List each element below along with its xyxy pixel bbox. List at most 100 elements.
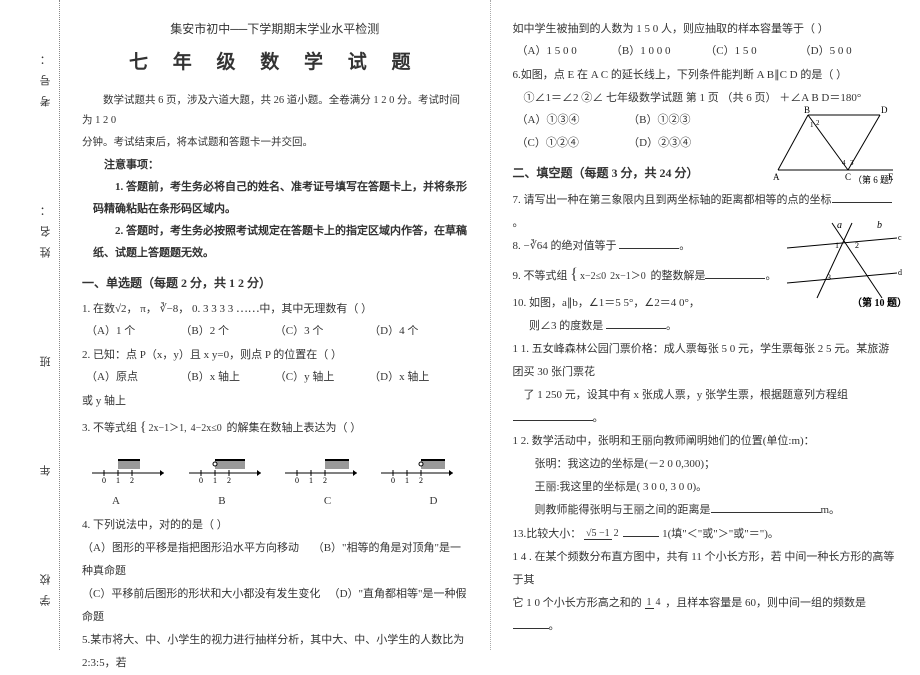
q2-a: （A）原点: [86, 367, 180, 388]
q2-options: （A）原点 （B）x 轴上 （C）y 轴上 （D）x 轴上: [82, 367, 468, 388]
svg-text:2: 2: [227, 476, 231, 485]
q11-a: 1 1. 五女峰森林公园门票价格：成人票每张 5 0 元，学生票每张 2 5 元…: [513, 338, 899, 384]
svg-text:0: 0: [391, 476, 395, 485]
svg-text:C: C: [845, 172, 851, 182]
sidebar-name: 姓名：: [38, 195, 54, 258]
q1-b: （B）2 个: [180, 321, 274, 342]
notice-heading: 注意事项：: [82, 155, 468, 176]
q12-d-text: 则教师能得张明与王丽之间的距离是: [535, 504, 711, 516]
q3-label-b: B: [218, 491, 225, 512]
q3-labels: A B C D: [82, 491, 468, 512]
svg-text:1: 1: [213, 476, 217, 485]
q10-b: 则∠3 的度数是 。: [513, 315, 899, 338]
svg-text:1: 1: [309, 476, 313, 485]
q6-options-1: （A）①③④ （B）①②③: [513, 110, 744, 131]
q4-a: （A）图形的平移是指把图形沿水平方向移动: [82, 542, 299, 554]
sidebar-class: 班: [38, 346, 54, 367]
sidebar-examno: 考号：: [38, 44, 54, 107]
q2-d: （D）x 轴上: [369, 367, 463, 388]
q11-b: 了 1 250 元，设其中有 x 张成人票，y 张学生票，根据题意列方程组。: [513, 384, 899, 430]
q12-a: 1 2. 数学活动中，张明和王丽向教师阐明她们的位置(单位:m)：: [513, 430, 899, 453]
svg-text:2: 2: [130, 476, 134, 485]
svg-text:3: 3: [827, 273, 831, 282]
q5-stem: 5.某市将大、中、小学生的视力进行抽样分析，其中大、中、小学生的人数比为 2:3…: [82, 629, 468, 675]
numberline-D: 0 1 2: [379, 449, 459, 485]
main-title: 七 年 级 数 学 试 题: [82, 45, 468, 81]
binding-sidebar: 考号： 姓名： 班 年 学校: [0, 0, 60, 650]
q13-b: 1(填"＜"或"＞"或"＝"): [662, 528, 768, 540]
q5-d: （D）5 0 0: [800, 41, 894, 62]
numberline-B: 0 1 2: [187, 449, 267, 485]
svg-text:1: 1: [810, 121, 814, 129]
q6-a: （A）①③④: [517, 110, 629, 131]
q4-c: （C）平移前后图形的形状和大小都没有发生变化: [82, 588, 320, 600]
notice-1: 1. 答题前，考生务必将自己的姓名、准考证号填写在答题卡上，并将条形码精确粘贴在…: [93, 176, 468, 220]
svg-text:1: 1: [116, 476, 120, 485]
svg-text:0: 0: [295, 476, 299, 485]
svg-text:1: 1: [405, 476, 409, 485]
q3-stem: 3. 不等式组 {2x−1＞1,4−2x≤0 的解集在数轴上表达为（ ）: [82, 413, 468, 442]
svg-text:b: b: [877, 220, 882, 231]
q6-d: （D）②③④: [628, 133, 740, 154]
q5-a: （A）1 5 0 0: [517, 41, 611, 62]
q9-a: 9. 不等式组: [513, 270, 568, 282]
q13-a: 13.比较大小：: [513, 528, 582, 540]
q4-stem: 4. 下列说法中，对的的是（ ）: [82, 514, 468, 537]
sidebar-school: 学校: [38, 564, 54, 606]
q13: 13.比较大小： √5 −12 1(填"＜"或"＞"或"＝")。: [513, 523, 899, 546]
figure-q10: a b cd 12 3 （第 10 题）: [782, 218, 902, 308]
svg-text:0: 0: [199, 476, 203, 485]
q6-c: （C）①②④: [517, 133, 629, 154]
q5-b: （B）1 0 0 0: [611, 41, 705, 62]
q1-a: （A）1 个: [86, 321, 180, 342]
q12-b: 张明：我这边的坐标是(－2 0 0,300)；: [513, 453, 899, 476]
q3-label-d: D: [430, 491, 438, 512]
svg-text:（第 10 题）: （第 10 题）: [852, 296, 902, 308]
q3-label-a: A: [112, 491, 120, 512]
q3-numberlines: 012 A 012: [82, 449, 468, 485]
q14-c-text: ，且样本容量是 60，则中间一组的频数是: [665, 597, 866, 609]
column-right: 如中学生被抽到的人数为 1 5 0 人，则应抽取的样本容量等于（ ） （A）1 …: [490, 0, 920, 650]
q10-b-text: 则∠3 的度数是: [529, 320, 603, 332]
q8-text: 8. −∛64 的绝对值等于: [513, 240, 617, 252]
q2-tail: 或 y 轴上: [82, 390, 468, 413]
svg-text:3: 3: [850, 159, 854, 167]
svg-text:2: 2: [323, 476, 327, 485]
q1-c: （C）3 个: [275, 321, 369, 342]
q1-d: （D）4 个: [369, 321, 463, 342]
q14-b: 它 1 0 个小长方形高之和的 14 ，且样本容量是 60，则中间一组的频数是。: [513, 592, 899, 638]
svg-text:2: 2: [419, 476, 423, 485]
svg-text:1: 1: [835, 241, 839, 250]
q11-b-text: 了 1 250 元，设其中有 x 张成人票，y 张学生票，根据题意列方程组: [524, 389, 849, 401]
q1-options: （A）1 个 （B）2 个 （C）3 个 （D）4 个: [82, 321, 468, 342]
q5-c: （C）1 5 0: [705, 41, 799, 62]
q6-b: （B）①②③: [628, 110, 740, 131]
svg-text:B: B: [804, 105, 810, 115]
svg-text:4: 4: [842, 159, 846, 167]
q12-d: 则教师能得张明与王丽之间的距离是 m。: [513, 499, 899, 522]
q1-stem: 1. 在数√2， π， ∛−8， 0. 3 3 3 3 ⋯⋯中，其中无理数有（ …: [82, 298, 468, 321]
numberline-A: 012 A: [90, 449, 170, 485]
q12-c: 王丽:我这里的坐标是( 3 0 0, 3 0 0)。: [513, 476, 899, 499]
q6-stem: 6.如图，点 E 在 A C 的延长线上，下列条件能判断 A B∥C D 的是（…: [513, 64, 899, 87]
svg-text:A: A: [773, 172, 780, 182]
q14-b-text: 它 1 0 个小长方形高之和的: [513, 597, 642, 609]
exam-sheet: 考号： 姓名： 班 年 学校 集安市初中──下学期期末学业水平检测 七 年 级 …: [0, 0, 920, 650]
q7-text: 7. 请写出一种在第三象限内且到两坐标轴的距离都相等的点的坐标: [513, 194, 832, 206]
svg-text:c: c: [898, 233, 902, 242]
subtitle: 集安市初中──下学期期末学业水平检测: [82, 18, 468, 41]
svg-text:0: 0: [102, 476, 106, 485]
q5-options: （A）1 5 0 0 （B）1 0 0 0 （C）1 5 0 （D）5 0 0: [513, 41, 899, 62]
q2-b: （B）x 轴上: [180, 367, 274, 388]
q2-stem: 2. 已知：点 P（x，y）且 x y=0，则点 P 的位置在（ ）: [82, 344, 468, 367]
svg-text:d: d: [898, 268, 902, 277]
figure-q6: AB CDE 12 43 （第 6 题）: [768, 105, 898, 185]
q12-e: m。: [821, 504, 841, 516]
intro-line2: 分钟。考试结束后，将本试题和答题卡一并交回。: [82, 133, 468, 153]
intro-line1: 数学试题共 6 页，涉及六道大题，共 26 道小题。全卷满分 1 2 0 分。考…: [82, 91, 468, 131]
svg-text:D: D: [881, 105, 888, 115]
q2-c: （C）y 轴上: [275, 367, 369, 388]
section-1-title: 一、单选题（每题 2 分，共 1 2 分）: [82, 272, 468, 295]
notice-2: 2. 答题时，考生务必按照考试规定在答题卡上的指定区域内作答，在草稿纸、试题上答…: [93, 220, 468, 264]
q3-label-c: C: [324, 491, 331, 512]
